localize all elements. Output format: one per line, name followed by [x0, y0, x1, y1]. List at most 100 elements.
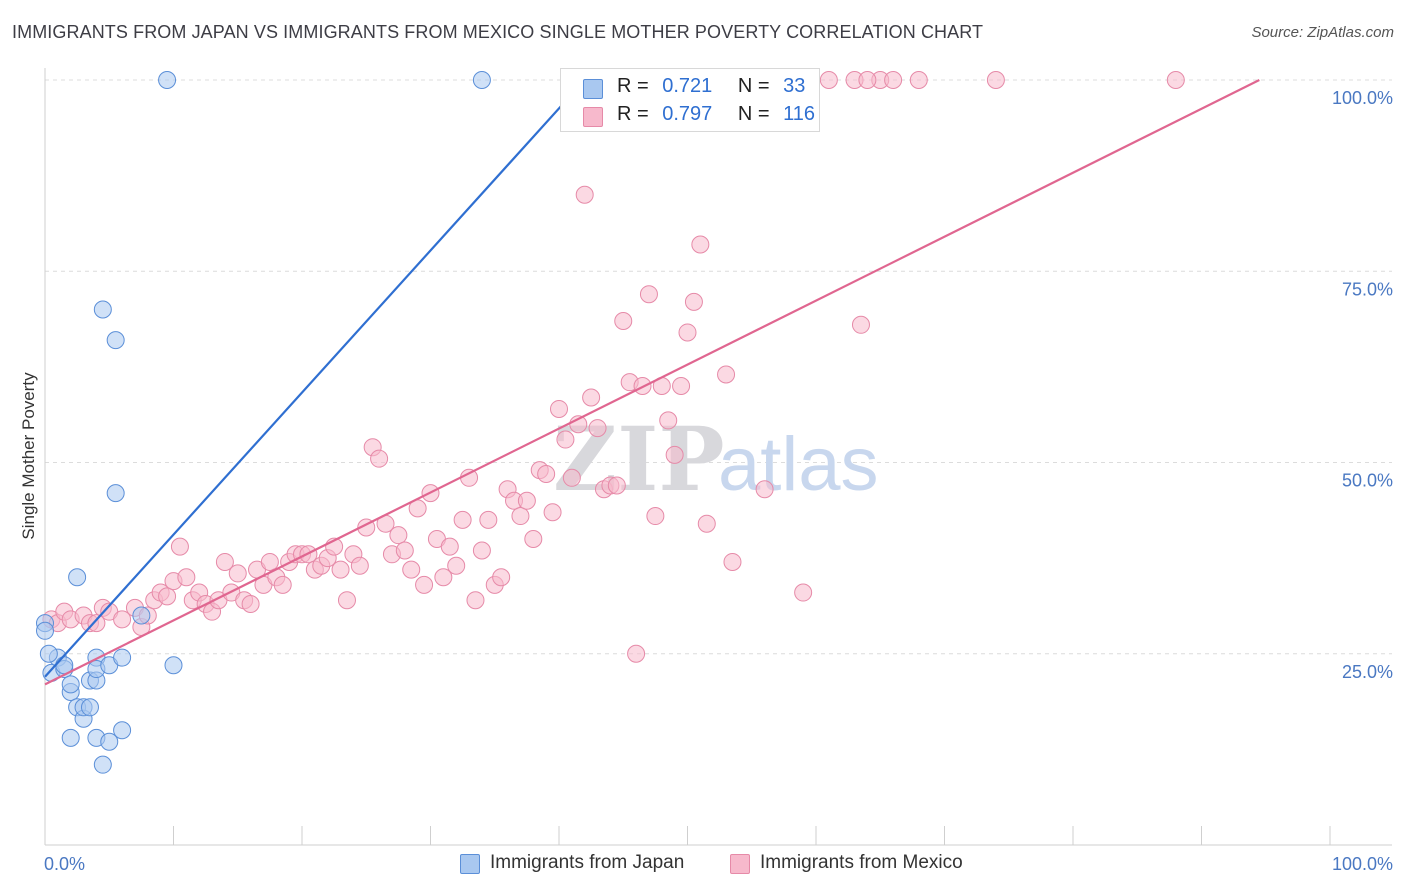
mexico-point-113 — [1166, 71, 1185, 89]
mexico-point-31 — [260, 552, 279, 571]
japan-point-7 — [61, 675, 80, 694]
mexico-point-15 — [158, 587, 177, 606]
mexico-point-17 — [170, 537, 189, 556]
mexico-point-95 — [672, 377, 691, 395]
mexico-point-71 — [517, 491, 536, 510]
x-tick-label-0: 0.0% — [44, 854, 85, 874]
mexico-point-43 — [337, 591, 356, 610]
y-tick-label-3: 100.0% — [1332, 88, 1393, 108]
correlation-legend: R = 0.721 N = 33 R = 0.797 N = 116 — [560, 68, 820, 132]
mexico-point-61 — [453, 510, 472, 529]
japan-point-1 — [36, 621, 54, 640]
series-mexico-points — [42, 71, 1185, 663]
mexico-point-98 — [691, 235, 710, 254]
mexico-point-96 — [678, 323, 697, 342]
mexico-point-103 — [755, 480, 774, 499]
mexico-point-99 — [697, 514, 716, 533]
mexico-point-65 — [479, 510, 498, 529]
mexico-point-74 — [537, 464, 556, 483]
japan-point-32 — [39, 644, 58, 663]
mexico-point-81 — [582, 388, 601, 407]
mexico-point-53 — [402, 560, 421, 579]
mexico-point-80 — [575, 185, 594, 204]
mexico-point-115 — [858, 71, 877, 89]
japan-n-label: N = — [737, 75, 770, 97]
mexico-point-51 — [389, 526, 408, 545]
japan-point-8 — [61, 728, 80, 747]
japan-swatch — [583, 79, 603, 99]
bottom-japan-swatch — [460, 854, 480, 874]
mexico-point-91 — [646, 507, 665, 526]
mexico-point-105 — [794, 583, 813, 602]
mexico-point-90 — [639, 285, 658, 304]
mexico-point-55 — [415, 575, 434, 594]
mexico-point-94 — [665, 445, 684, 464]
mexico-point-106 — [819, 71, 838, 89]
mexico-point-63 — [466, 591, 485, 610]
source-label: Source: ZipAtlas.com — [1251, 24, 1394, 41]
bottom-mexico-label: Immigrants from Mexico — [760, 852, 963, 873]
japan-r-label: R = — [617, 75, 649, 97]
watermark-atlas: atlas — [718, 422, 879, 507]
mexico-point-18 — [177, 568, 196, 587]
mexico-point-77 — [556, 430, 575, 449]
x-tick-label-1: 100.0% — [1332, 854, 1393, 874]
bottom-mexico-swatch — [730, 854, 750, 874]
japan-point-24 — [106, 331, 125, 350]
mexico-point-67 — [492, 568, 511, 587]
chart-title: IMMIGRANTS FROM JAPAN VS IMMIGRANTS FROM… — [12, 22, 984, 42]
mexico-trend-line — [44, 79, 1260, 686]
mexico-point-59 — [440, 537, 459, 556]
watermark: ZIP atlas — [553, 407, 879, 511]
mexico-point-100 — [717, 365, 736, 384]
mexico-point-42 — [331, 560, 350, 579]
mexico-r-label: R = — [617, 103, 649, 125]
trend-lines — [44, 79, 1260, 686]
mexico-point-110 — [884, 71, 903, 89]
japan-point-19 — [93, 755, 112, 774]
bottom-legend-mexico: Immigrants from Mexico — [730, 852, 963, 874]
japan-point-23 — [106, 484, 125, 503]
bottom-legend-japan: Immigrants from Japan — [460, 852, 684, 874]
mexico-point-52 — [395, 541, 414, 560]
mexico-point-60 — [447, 556, 466, 575]
mexico-point-64 — [472, 541, 491, 560]
grid — [45, 79, 1392, 655]
mexico-point-78 — [562, 468, 581, 487]
y-tick-label-0: 25.0% — [1342, 662, 1393, 682]
mexico-point-33 — [273, 575, 292, 594]
japan-n-value: 33 — [783, 75, 806, 97]
mexico-point-48 — [370, 449, 389, 468]
mexico-point-28 — [241, 595, 260, 614]
japan-point-25 — [113, 648, 132, 667]
axes — [44, 68, 1392, 846]
mexico-point-112 — [986, 71, 1005, 89]
mexico-point-82 — [588, 419, 607, 438]
japan-trend-line — [44, 79, 586, 678]
mexico-swatch — [583, 107, 603, 127]
mexico-point-108 — [851, 315, 870, 334]
japan-point-13 — [80, 698, 99, 717]
tick-labels: 25.0% 50.0% 75.0% 100.0% 0.0% 100.0% — [44, 88, 1393, 874]
mexico-point-111 — [909, 71, 928, 89]
mexico-point-75 — [543, 503, 562, 522]
y-tick-label-2: 75.0% — [1342, 279, 1393, 299]
mexico-point-6 — [87, 614, 106, 633]
mexico-n-value: 116 — [783, 103, 816, 125]
bottom-japan-label: Immigrants from Japan — [490, 852, 685, 873]
mexico-point-24 — [215, 552, 234, 571]
y-axis-label: Single Mother Poverty — [19, 372, 38, 540]
mexico-r-value: 0.797 — [662, 103, 713, 125]
japan-point-26 — [113, 721, 132, 740]
mexico-point-101 — [723, 552, 742, 571]
japan-point-20 — [93, 300, 112, 319]
mexico-point-93 — [659, 411, 678, 430]
y-tick-label-1: 50.0% — [1342, 471, 1393, 491]
legend-row-japan: R = 0.721 N = 33 — [583, 75, 806, 99]
mexico-point-72 — [524, 530, 543, 548]
mexico-point-70 — [511, 507, 530, 526]
mexico-point-26 — [228, 564, 247, 583]
japan-point-29 — [164, 656, 183, 675]
japan-point-27 — [132, 606, 151, 625]
